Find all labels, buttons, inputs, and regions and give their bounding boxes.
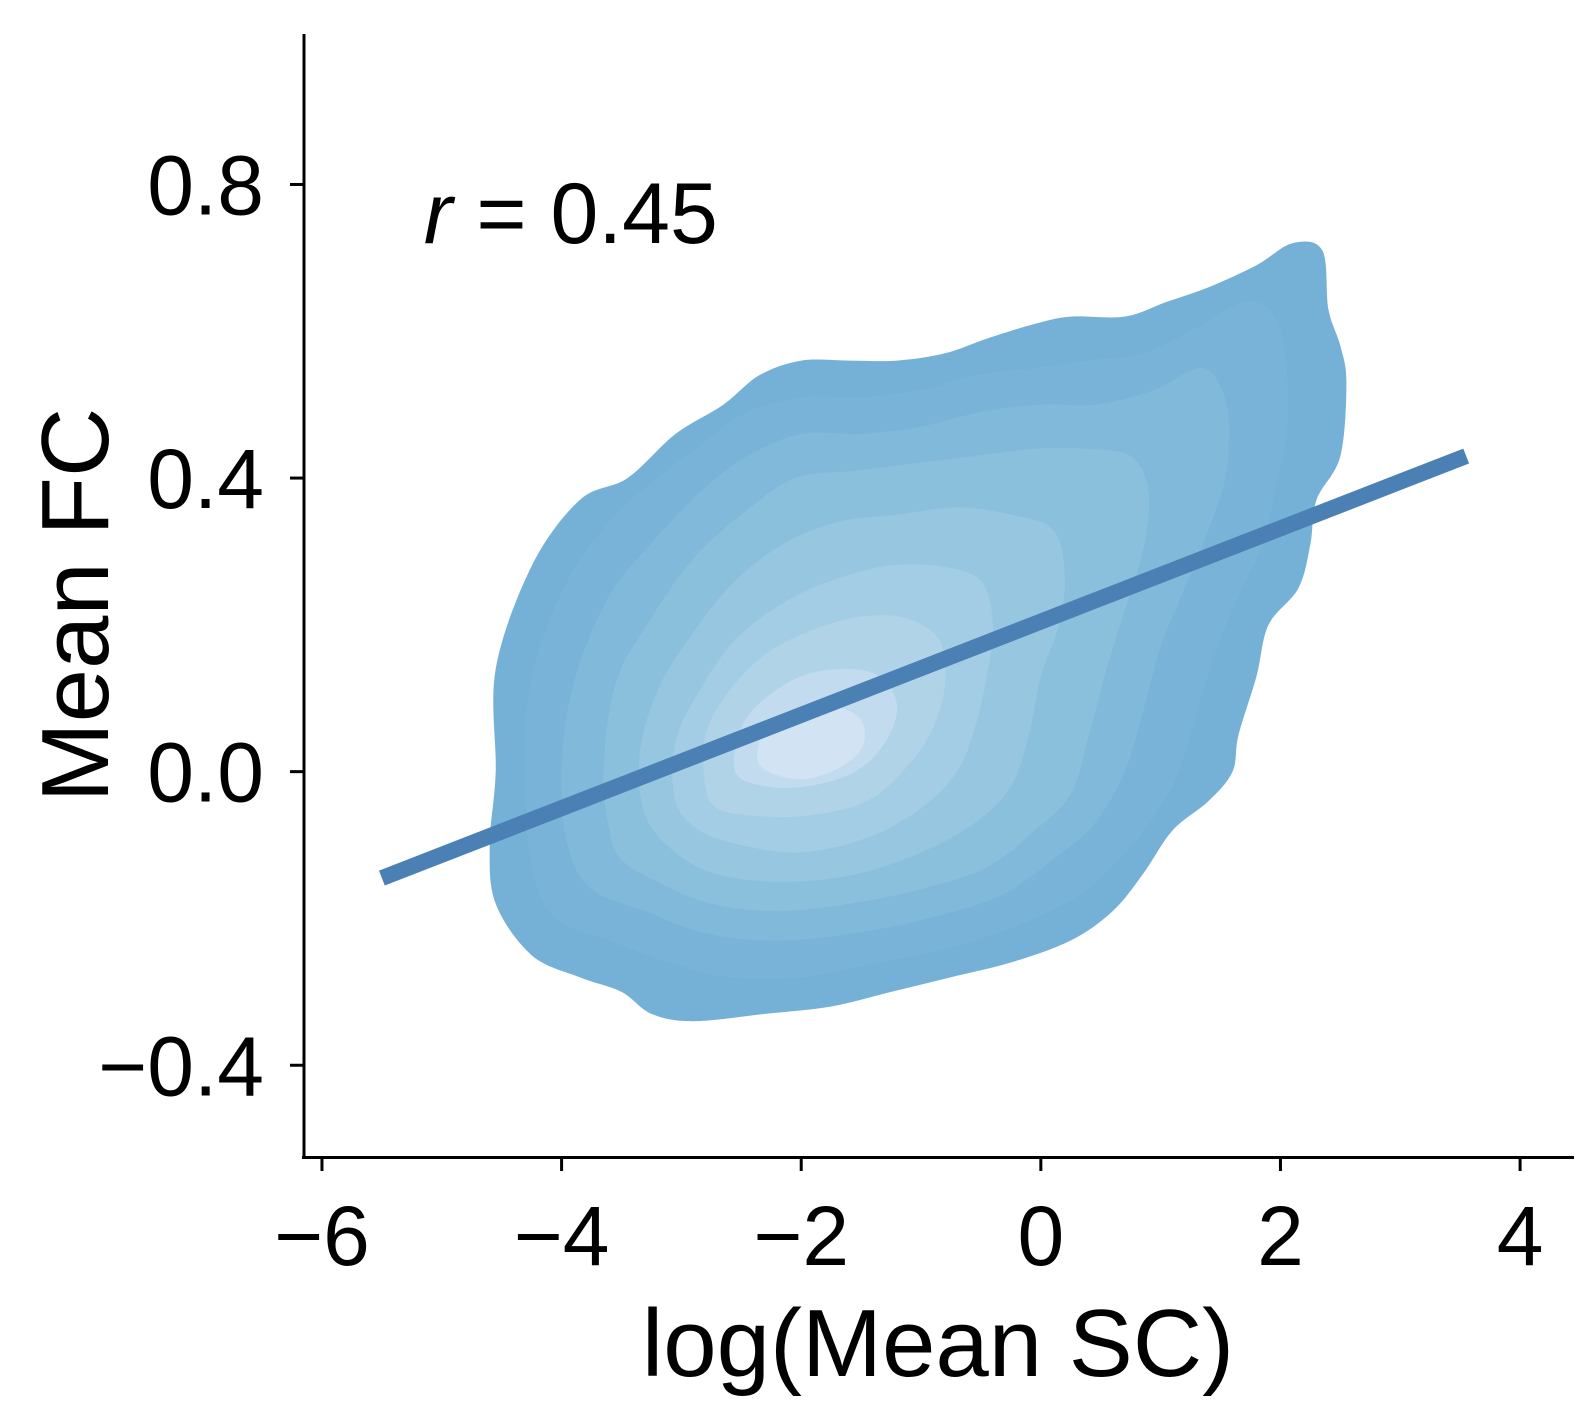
y-tick-label: −0.4 [98, 1019, 264, 1113]
x-tick-label: −6 [274, 1189, 370, 1283]
x-tick-label: 0 [1017, 1189, 1064, 1283]
y-tick-label: 0.0 [147, 726, 264, 820]
r-symbol: r [424, 166, 456, 262]
x-axis-ticks: −6 −4 −2 0 2 4 [274, 1157, 1543, 1283]
correlation-annotation: r = 0.45 [424, 166, 718, 262]
x-tick-label: −4 [514, 1189, 610, 1283]
x-tick-label: −2 [753, 1189, 849, 1283]
x-tick-label: 2 [1257, 1189, 1304, 1283]
x-tick-label: 4 [1497, 1189, 1544, 1283]
y-tick-label: 0.8 [147, 138, 264, 232]
density-contours [489, 241, 1347, 1022]
y-tick-label: 0.4 [147, 432, 264, 526]
y-axis-title: Mean FC [22, 408, 129, 803]
r-value: = 0.45 [452, 166, 717, 262]
x-axis-title: log(Mean SC) [642, 1290, 1234, 1397]
regression-line [378, 448, 1470, 886]
y-axis-ticks: −0.4 0.0 0.4 0.8 [98, 138, 304, 1113]
